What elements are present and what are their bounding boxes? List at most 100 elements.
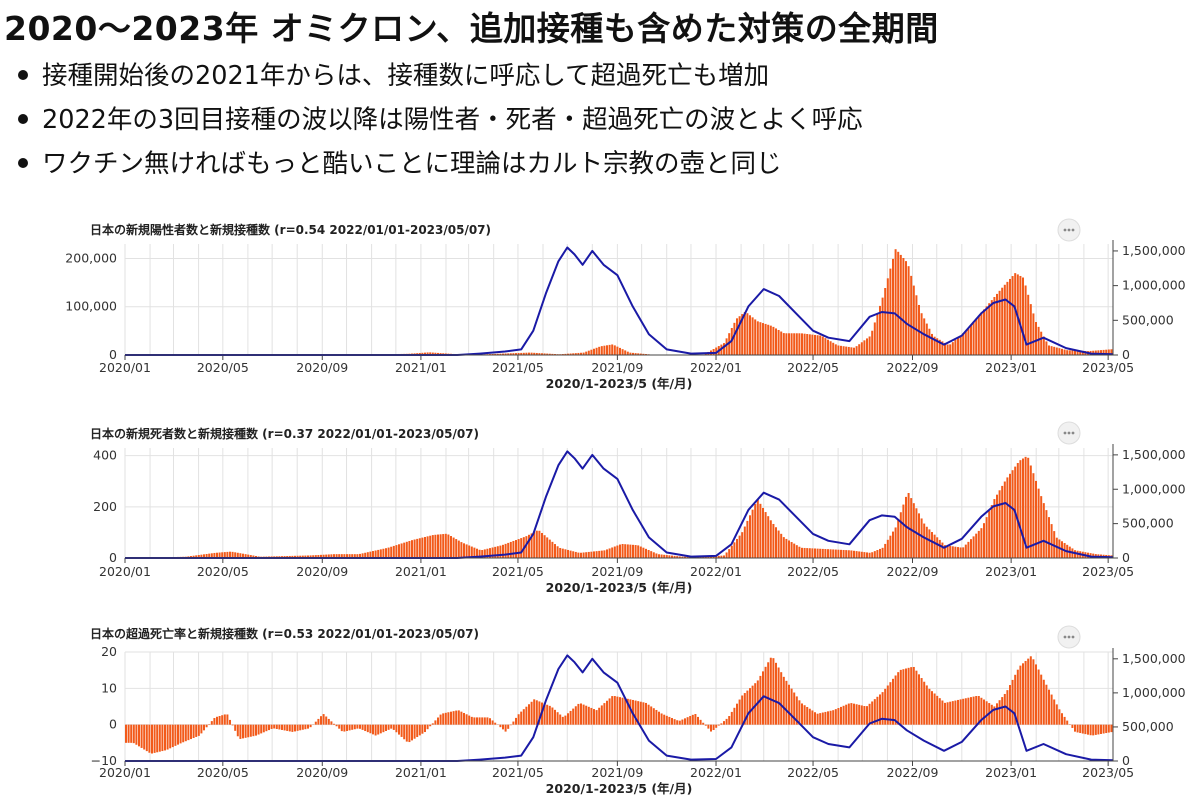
x-tick-label: 2022/05 — [787, 765, 839, 780]
data-bar — [741, 314, 744, 355]
vaccination-line — [125, 654, 1114, 762]
data-bar — [699, 719, 702, 725]
data-bar — [785, 538, 788, 558]
y-left-tick-label: 400 — [93, 448, 117, 463]
data-bar — [665, 555, 668, 558]
data-bar — [650, 706, 653, 725]
data-bar — [933, 534, 936, 558]
bullet-item: 2022年の3回目接種の波以降は陽性者・死者・超過死亡の波とよく呼応 — [14, 100, 863, 144]
data-bar — [951, 701, 954, 725]
data-bar — [548, 353, 551, 355]
data-bar — [996, 703, 998, 725]
data-bar — [197, 724, 200, 736]
data-bar — [741, 695, 744, 725]
bullet-text: ワクチン無ければもっと酷いことに理論はカルト宗教の壺と同じ — [42, 149, 782, 179]
ellipsis-icon[interactable] — [1067, 228, 1071, 232]
data-bar — [1100, 350, 1102, 355]
data-bar — [600, 550, 603, 558]
data-bar — [785, 333, 788, 355]
data-bar — [1037, 488, 1040, 558]
data-bar — [533, 352, 536, 355]
ellipsis-icon[interactable] — [1063, 635, 1067, 639]
data-bar — [754, 683, 757, 725]
data-bar — [465, 714, 468, 725]
data-bar — [304, 724, 307, 730]
data-bar — [437, 717, 439, 725]
data-bar — [556, 712, 559, 725]
ellipsis-icon[interactable] — [1067, 431, 1071, 435]
data-bar — [450, 536, 452, 558]
data-bar — [468, 545, 471, 558]
data-bar — [491, 720, 494, 725]
data-bar — [993, 297, 996, 355]
data-bar — [203, 724, 205, 731]
data-bar — [1029, 465, 1032, 558]
data-bar — [1019, 460, 1022, 558]
data-bar — [1040, 496, 1043, 558]
data-bar — [127, 724, 130, 743]
data-bar — [395, 545, 398, 558]
data-bar — [918, 304, 920, 355]
data-bar — [322, 714, 325, 725]
data-bar — [421, 724, 424, 734]
chart-menu-button[interactable] — [1057, 421, 1081, 445]
data-bar — [975, 318, 978, 355]
data-bar — [876, 314, 879, 355]
ellipsis-icon[interactable] — [1063, 431, 1067, 435]
data-bar — [1081, 724, 1084, 734]
data-bar — [879, 548, 881, 558]
ellipsis-icon[interactable] — [1063, 228, 1067, 232]
data-bar — [678, 720, 681, 725]
data-bar — [486, 717, 489, 725]
data-bar — [803, 705, 806, 725]
data-bar — [424, 352, 426, 355]
data-bar — [353, 724, 356, 730]
data-bar — [710, 556, 712, 558]
ellipsis-icon[interactable] — [1071, 635, 1075, 639]
data-bar — [481, 717, 484, 725]
data-bar — [1071, 724, 1074, 728]
data-bar — [733, 707, 736, 725]
data-bar — [598, 346, 601, 355]
data-bar — [572, 708, 575, 725]
ellipsis-icon[interactable] — [1071, 228, 1075, 232]
data-bar — [408, 540, 411, 558]
ellipsis-icon[interactable] — [1071, 431, 1075, 435]
data-bar — [725, 338, 728, 355]
data-bar — [754, 319, 757, 355]
data-bar — [470, 716, 473, 725]
data-bar — [616, 696, 619, 725]
data-bar — [528, 352, 530, 355]
data-bar — [915, 295, 918, 355]
data-bar — [351, 554, 354, 558]
chart-menu-button[interactable] — [1057, 218, 1081, 242]
data-bar — [884, 543, 887, 558]
data-bar — [1009, 278, 1011, 355]
data-bar — [608, 698, 611, 725]
data-bar — [814, 334, 816, 355]
data-bar — [125, 724, 127, 743]
bullet-item: ワクチン無ければもっと酷いことに理論はカルト宗教の壺と同じ — [14, 144, 863, 188]
data-bar — [340, 554, 343, 558]
data-bar — [489, 718, 491, 725]
chart-menu-button[interactable] — [1057, 625, 1081, 649]
data-bar — [270, 724, 273, 729]
data-bar — [850, 347, 853, 355]
data-bar — [819, 548, 822, 558]
data-bar — [457, 540, 460, 558]
data-bar — [525, 352, 528, 355]
data-bar — [658, 554, 660, 558]
data-bar — [611, 696, 614, 725]
data-bar — [1045, 341, 1048, 355]
data-bar — [1035, 480, 1037, 558]
data-bar — [762, 323, 764, 355]
data-bar — [221, 552, 224, 558]
ellipsis-icon[interactable] — [1067, 635, 1071, 639]
data-bar — [769, 657, 772, 725]
data-bar — [140, 724, 143, 748]
data-bar — [707, 556, 710, 558]
data-bar — [738, 535, 741, 558]
data-bar — [1048, 689, 1050, 725]
data-bar — [873, 322, 876, 355]
data-bar — [1040, 331, 1043, 355]
